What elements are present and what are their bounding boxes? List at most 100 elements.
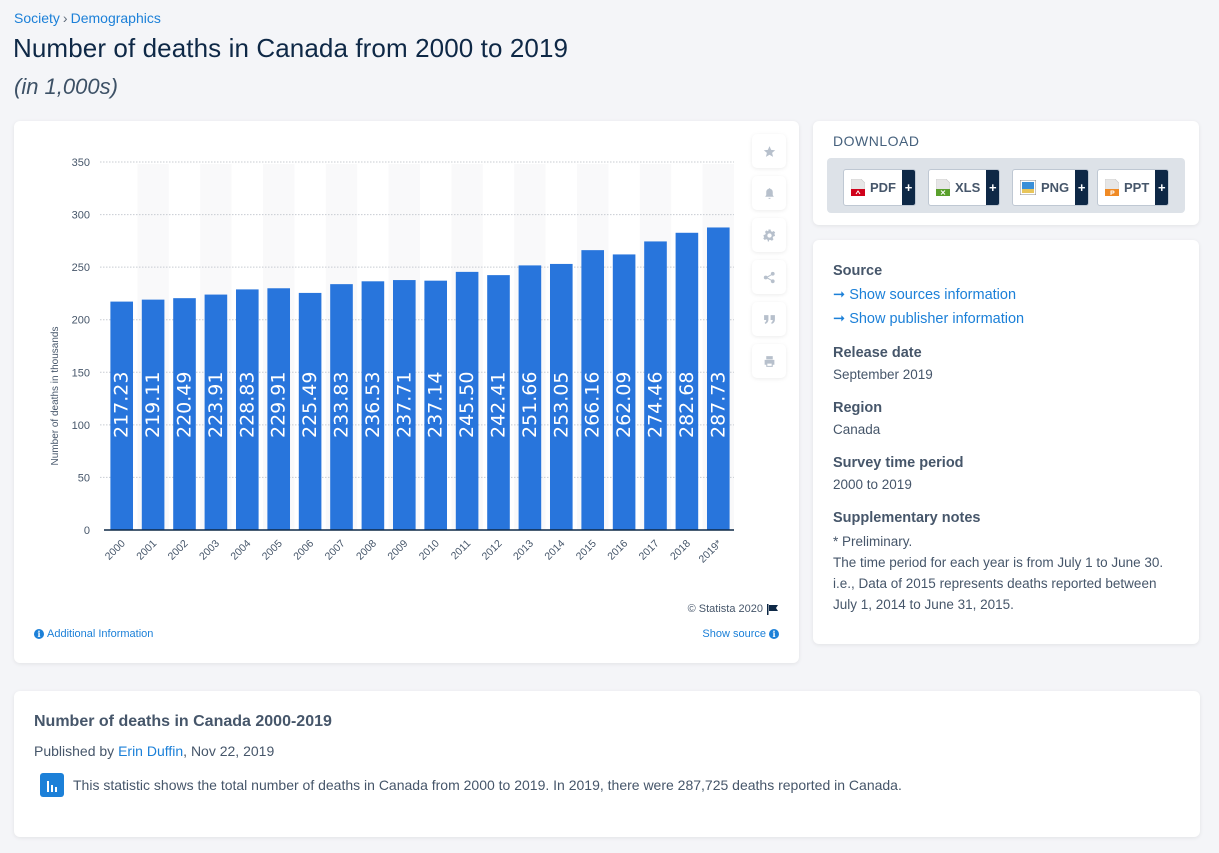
notification-button[interactable] <box>752 176 786 210</box>
bar-2011 <box>455 271 479 530</box>
region-value: Canada <box>833 422 881 437</box>
breadcrumb-demographics[interactable]: Demographics <box>70 10 161 26</box>
bell-icon <box>764 187 774 199</box>
notes-preliminary: * Preliminary. <box>833 534 913 549</box>
bar-2004 <box>235 289 259 530</box>
author-link[interactable]: Erin Duffin <box>118 743 184 759</box>
data-label: 233.83 <box>331 372 353 438</box>
download-png-button[interactable]: PNG + <box>1012 169 1090 206</box>
data-label: 253.05 <box>550 372 572 438</box>
cite-button[interactable] <box>752 302 786 336</box>
download-bar: PDF + XLS + PNG + PPT + <box>827 158 1185 213</box>
flag-icon[interactable] <box>767 603 779 615</box>
breadcrumb-society[interactable]: Society <box>14 10 60 26</box>
download-xls-button[interactable]: XLS + <box>928 169 1001 206</box>
copyright-text: © Statista 2020 <box>687 603 763 615</box>
release-date-value: September 2019 <box>833 367 933 382</box>
survey-period-heading: Survey time period <box>833 455 964 471</box>
description-card: Number of deaths in Canada 2000-2019 Pub… <box>14 691 1200 837</box>
bar-2017 <box>644 241 667 530</box>
bar-2016 <box>612 254 636 530</box>
additional-information-link[interactable]: i Additional Information <box>34 628 153 640</box>
chart-card: 0 50 100 150 200 250 300 350 Number of deaths i… <box>14 121 799 663</box>
xls-plus[interactable]: + <box>986 170 1000 205</box>
show-source-link[interactable]: Show source i <box>702 628 779 640</box>
bar-2009 <box>392 280 416 530</box>
y-axis-label: Number of deaths in thousands <box>50 327 61 466</box>
x-tick-label: 2015 <box>574 538 599 563</box>
pdf-file-icon <box>851 179 865 196</box>
source-heading: Source <box>833 263 883 279</box>
settings-button[interactable] <box>752 218 786 252</box>
bar-2015 <box>581 250 605 530</box>
y-tick-label: 250 <box>72 262 90 274</box>
bar-2014 <box>549 263 573 530</box>
x-tick-label: 2003 <box>197 538 222 563</box>
copyright: © Statista 2020 <box>688 603 779 615</box>
show-sources-link[interactable]: ➞ Show sources information <box>833 287 1016 303</box>
show-publisher-label: Show publisher information <box>849 311 1025 327</box>
y-tick-label: 300 <box>72 210 90 222</box>
statistic-info-card: Source ➞ Show sources information ➞ Show… <box>813 240 1199 644</box>
published-prefix: Published by <box>34 743 119 759</box>
info-icon: i <box>34 629 44 639</box>
bar-2010 <box>424 280 448 530</box>
x-axis-ticks: 2000 2001 2002 2003 2004 2005 2006 2007 2008 2009… <box>103 538 725 566</box>
data-label: 274.46 <box>645 372 667 438</box>
bar-2001 <box>141 299 165 530</box>
bar-2003 <box>204 294 228 530</box>
favorite-button[interactable] <box>752 134 786 168</box>
data-label: 237.71 <box>393 372 415 438</box>
description-text: This statistic shows the total number of… <box>73 777 902 793</box>
page-subtitle: (in 1,000s) <box>14 74 118 99</box>
x-tick-label: 2005 <box>260 538 285 563</box>
data-label: 220.49 <box>174 372 196 438</box>
download-card: DOWNLOAD PDF + XLS + PNG + <box>813 121 1199 225</box>
y-tick-label: 0 <box>84 525 90 537</box>
release-date-heading: Release date <box>833 345 922 361</box>
x-tick-label: 2008 <box>354 538 379 563</box>
data-label: 228.83 <box>236 372 258 438</box>
bar-2018 <box>675 232 699 530</box>
bar-chart: 0 50 100 150 200 250 300 350 Number of deaths i… <box>50 157 734 566</box>
bars <box>110 227 730 530</box>
png-plus[interactable]: + <box>1075 170 1089 205</box>
ppt-label: PPT <box>1124 180 1150 195</box>
x-tick-label: 2004 <box>228 538 253 563</box>
bar-2006 <box>298 292 322 530</box>
pdf-plus[interactable]: + <box>902 170 915 205</box>
xls-label: XLS <box>955 180 981 195</box>
pdf-label: PDF <box>870 180 896 195</box>
download-pdf-button[interactable]: PDF + <box>843 169 916 206</box>
show-sources-label: Show sources information <box>849 287 1017 303</box>
x-tick-label: 2019* <box>697 538 725 566</box>
download-ppt-button[interactable]: PPT + <box>1097 169 1170 206</box>
bar-2008 <box>361 281 385 530</box>
description-body: This statistic shows the total number of… <box>40 773 902 797</box>
x-tick-label: 2014 <box>542 538 567 563</box>
x-tick-label: 2000 <box>103 538 128 563</box>
y-tick-label: 350 <box>72 157 90 169</box>
x-tick-label: 2002 <box>166 538 191 563</box>
show-publisher-link[interactable]: ➞ Show publisher information <box>833 311 1024 327</box>
x-tick-label: 2017 <box>637 538 662 563</box>
data-label: 229.91 <box>268 372 290 438</box>
x-tick-label: 2001 <box>134 538 159 563</box>
x-tick-label: 2012 <box>480 538 505 563</box>
share-button[interactable] <box>752 260 786 294</box>
x-tick-label: 2010 <box>417 538 442 563</box>
supplementary-notes: * Preliminary. The time period for each … <box>833 531 1173 615</box>
data-label: 251.66 <box>519 372 541 438</box>
bar-2013 <box>518 265 542 530</box>
x-tick-label: 2011 <box>449 538 474 563</box>
data-label: 219.11 <box>142 372 164 438</box>
print-button[interactable] <box>752 344 786 378</box>
share-icon <box>763 271 775 283</box>
x-tick-label: 2018 <box>668 538 693 563</box>
breadcrumb-separator: › <box>62 10 68 26</box>
quote-icon <box>763 314 775 324</box>
y-tick-label: 200 <box>72 315 90 327</box>
star-icon <box>763 145 775 157</box>
data-label: 217.23 <box>111 372 133 438</box>
ppt-plus[interactable]: + <box>1155 170 1169 205</box>
